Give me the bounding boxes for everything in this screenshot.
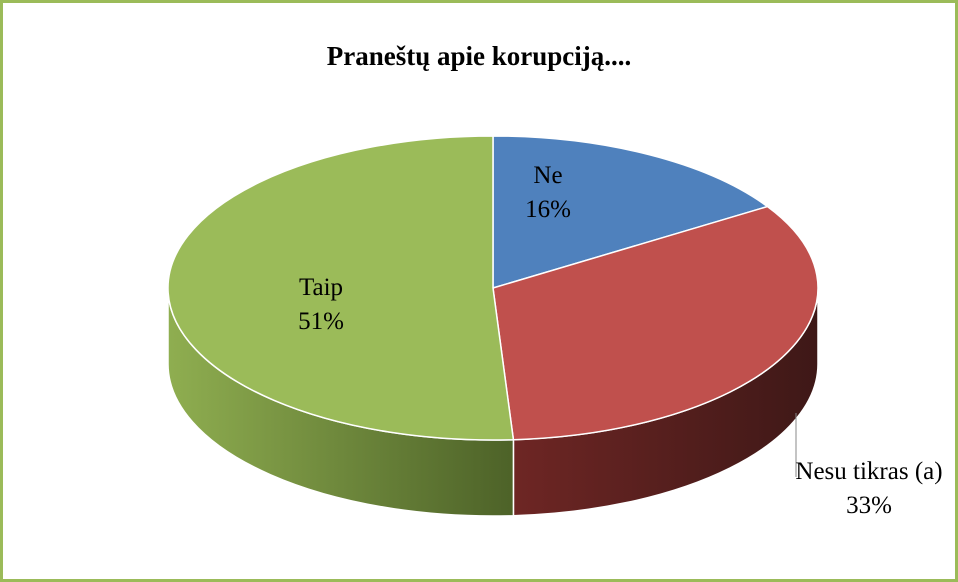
value-label: 51% — [298, 308, 344, 335]
category-label: Nesu tikras (a) — [795, 458, 943, 485]
value-label: 33% — [846, 492, 892, 519]
category-label: Taip — [298, 274, 344, 301]
slice — [167, 135, 515, 441]
chart-title: Praneštų apie korupciją.... — [326, 41, 632, 71]
value-label: 16% — [525, 196, 571, 223]
data-label: Taip 51% — [261, 271, 381, 339]
slice — [492, 135, 770, 290]
slice — [492, 205, 819, 441]
data-label: Nesu tikras (a) 33% — [794, 455, 944, 523]
data-label: Ne 16% — [488, 159, 608, 227]
category-label: Ne — [533, 162, 563, 189]
pie-plot — [167, 135, 819, 517]
